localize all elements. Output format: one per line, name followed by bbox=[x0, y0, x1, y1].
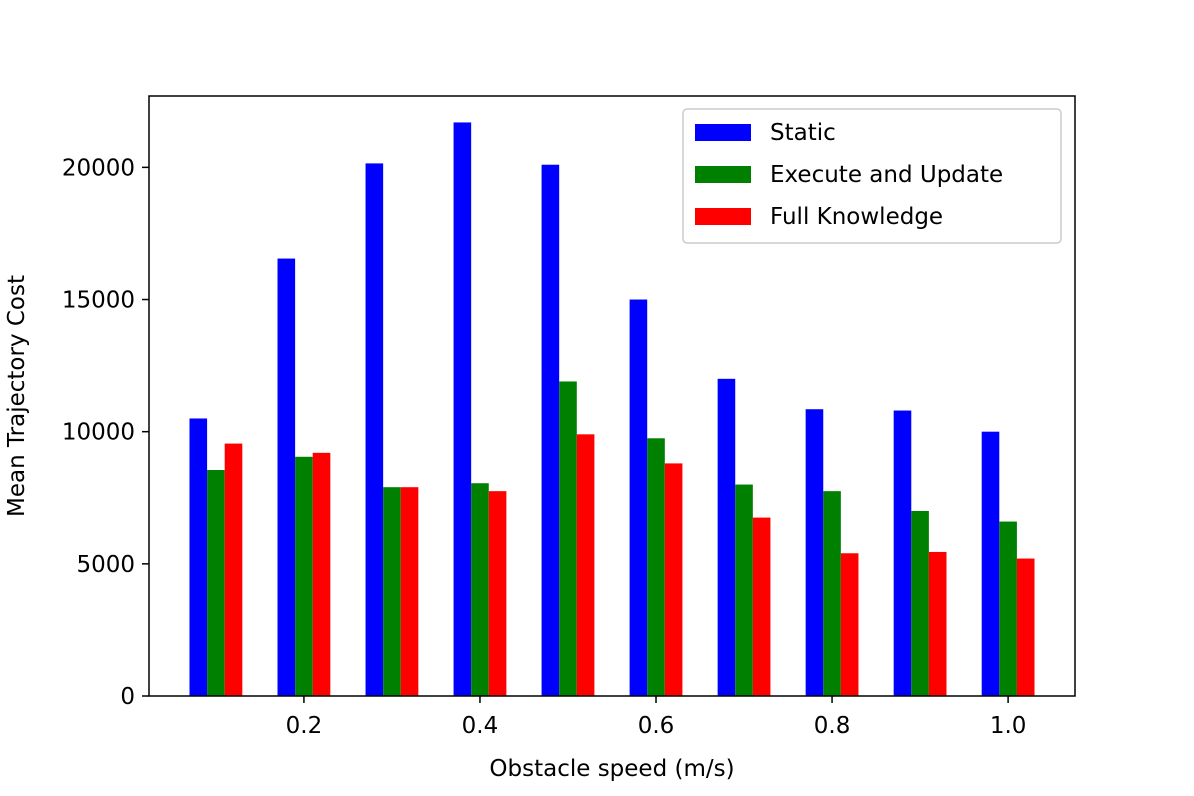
bar-full-knowledge-1 bbox=[312, 452, 331, 696]
legend-swatch bbox=[695, 208, 751, 225]
y-axis-label: Mean Trajectory Cost bbox=[4, 275, 30, 517]
x-tick-label: 0.4 bbox=[462, 713, 499, 739]
bar-static-2 bbox=[365, 163, 384, 696]
plot-frame bbox=[148, 95, 1076, 697]
legend: Static Execute and Update Full Knowledge bbox=[682, 108, 1062, 244]
x-axis-label: Obstacle speed (m/s) bbox=[489, 756, 734, 782]
bar-static-9 bbox=[981, 431, 1000, 696]
legend-label: Static bbox=[770, 120, 836, 146]
bar-full-knowledge-2 bbox=[400, 487, 419, 696]
bar-execute-and-update-6 bbox=[735, 484, 753, 696]
y-tick-label: 5000 bbox=[76, 552, 135, 578]
x-tick-label: 1.0 bbox=[990, 713, 1027, 739]
legend-box bbox=[682, 108, 1062, 244]
bar-full-knowledge-6 bbox=[752, 517, 771, 696]
bar-execute-and-update-5 bbox=[647, 438, 665, 696]
bar-static-4 bbox=[541, 164, 560, 696]
bar-execute-and-update-0 bbox=[207, 470, 225, 696]
bar-execute-and-update-4 bbox=[559, 381, 577, 696]
bar-static-0 bbox=[189, 418, 208, 696]
bars-group bbox=[189, 122, 1035, 697]
axes-group: 0.2 0.4 0.6 0.8 1.0 0 5000 10000 15000 20000 bbox=[62, 95, 1076, 739]
bar-execute-and-update-1 bbox=[295, 456, 313, 696]
y-tick-label: 0 bbox=[120, 684, 135, 710]
bar-execute-and-update-8 bbox=[911, 510, 929, 696]
bar-static-1 bbox=[277, 258, 296, 696]
legend-label: Execute and Update bbox=[770, 162, 1003, 188]
bar-static-5 bbox=[629, 299, 648, 696]
y-tick-label: 20000 bbox=[62, 155, 135, 181]
bar-full-knowledge-4 bbox=[576, 434, 595, 696]
legend-swatch bbox=[695, 124, 751, 141]
x-tick-label: 0.6 bbox=[638, 713, 675, 739]
y-tick-label: 10000 bbox=[62, 420, 135, 446]
bar-static-6 bbox=[717, 378, 736, 696]
bar-execute-and-update-9 bbox=[999, 521, 1017, 696]
bar-execute-and-update-7 bbox=[823, 491, 841, 696]
bar-full-knowledge-8 bbox=[928, 551, 947, 696]
x-tick-label: 0.8 bbox=[814, 713, 851, 739]
legend-swatch bbox=[695, 166, 751, 183]
x-tick-label: 0.2 bbox=[286, 713, 323, 739]
bar-execute-and-update-3 bbox=[471, 483, 489, 696]
bar-execute-and-update-2 bbox=[383, 487, 401, 696]
y-tick-label: 15000 bbox=[62, 288, 135, 314]
bar-full-knowledge-3 bbox=[488, 491, 507, 696]
bar-full-knowledge-5 bbox=[664, 463, 683, 696]
bar-full-knowledge-0 bbox=[224, 443, 243, 696]
bar-static-3 bbox=[453, 122, 472, 697]
legend-label: Full Knowledge bbox=[770, 204, 943, 230]
bar-static-8 bbox=[893, 410, 912, 696]
bar-full-knowledge-7 bbox=[840, 553, 859, 696]
bar-static-7 bbox=[805, 409, 824, 696]
bar-full-knowledge-9 bbox=[1016, 558, 1035, 696]
